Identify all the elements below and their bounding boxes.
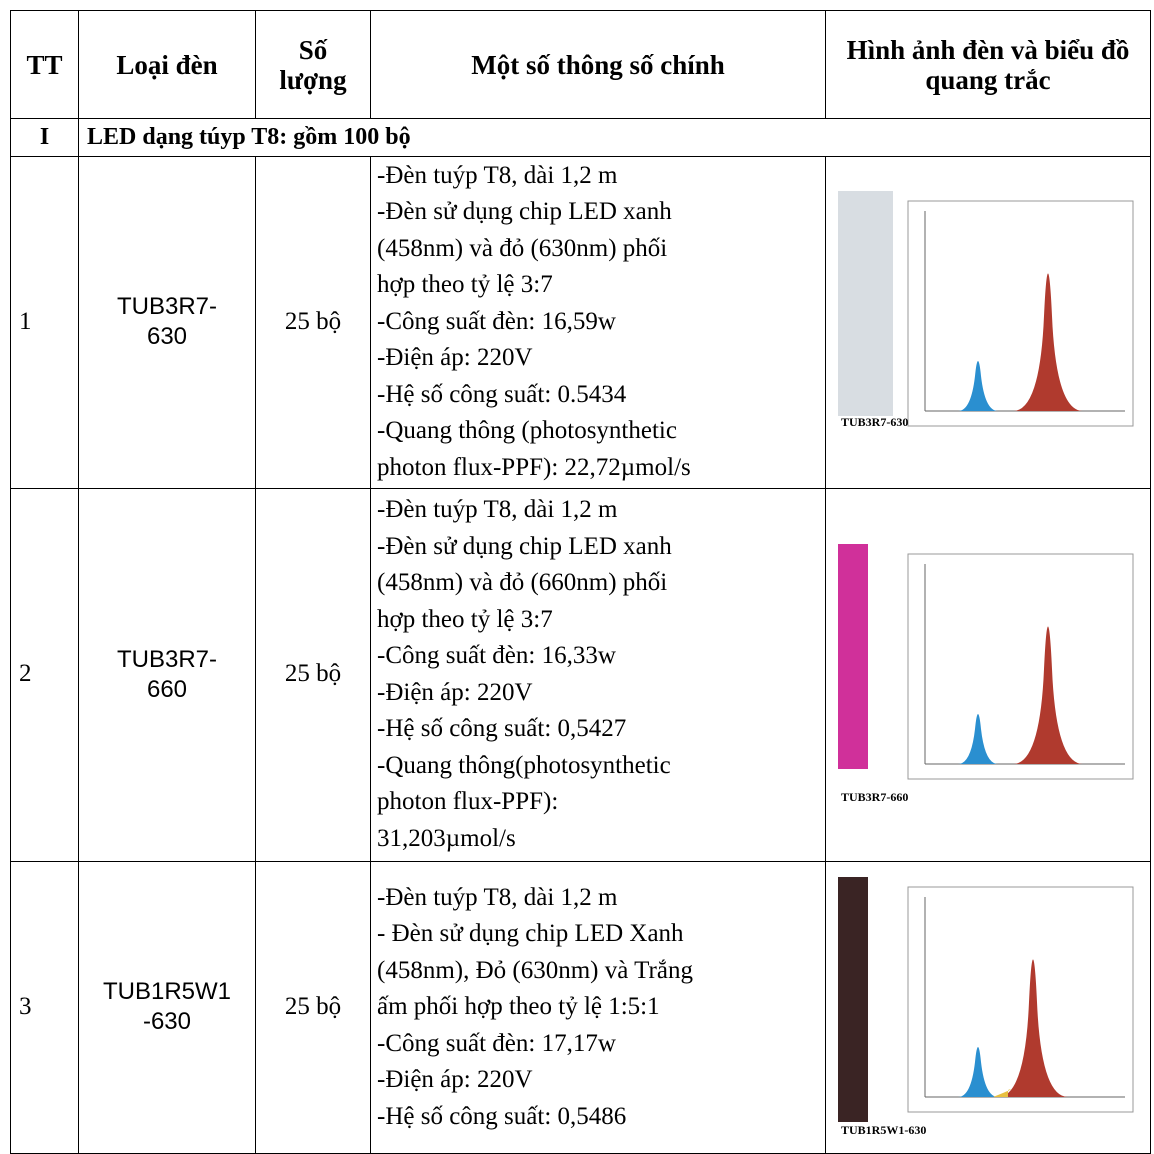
spec-line: -Đèn tuýp T8, dài 1,2 m [377,161,618,189]
name-line: TUB3R7- [116,293,218,320]
specs-cell: -Đèn tuýp T8, dài 1,2 m -Đèn sử dụng chip… [370,487,826,862]
name-cell: TUB1R5W1 -630 [78,860,256,1154]
spec-line: -Công suất đèn: 16,59w [377,307,616,335]
spec-line: hợp theo tỷ lệ 3:7 [377,605,553,633]
lamp-table: TT Loại đèn Số lượng Một số thông số chí… [10,10,1151,1154]
name-line: TUB1R5W1 [102,978,232,1006]
blue-peak [958,361,998,412]
name-line: 630 [146,323,188,350]
blue-peak [958,713,998,764]
section-row: I LED dạng túyp T8: gồm 100 bộ [10,118,1151,157]
spectrum-figure: TUB1R5W1-630 [838,876,1134,1137]
spec-line: -Công suất đèn: 16,33w [377,642,616,669]
name-cell: TUB3R7- 630 [78,155,256,489]
chart-frame [907,553,1134,780]
spec-line: - Đèn sử dụng chip LED Xanh [377,920,684,947]
spec-line: -Điện áp: 220V [377,344,533,372]
image-cell: TUB3R7-660 [825,487,1151,862]
spectrum-figure: TUB3R7-660 [838,543,1134,804]
spectrum-figure: TUB3R7-630 [838,191,1134,429]
data-row: 3 TUB1R5W1 -630 25 bộ -Đèn tuýp T8, dài 1,2 … [10,860,1151,1154]
name-cell: TUB3R7- 660 [78,487,256,862]
spec-line: -Quang thông(photosynthetic [377,751,671,779]
spec-line: (458nm), Đỏ (630nm) và Trắng [377,956,693,984]
spec-line: -Hệ số công suất: 0.5434 [377,380,627,408]
image-caption: TUB1R5W1-630 [841,1123,926,1137]
data-row: 1 TUB3R7- 630 25 bộ -Đèn tuýp T8, dài 1,2 m-… [10,155,1151,489]
spec-line: -Đèn sử dụng chip LED xanh [377,532,672,560]
header-cell: Hình ảnh đèn và biểu đồ quang trắc [825,10,1151,119]
spec-line: -Hệ số công suất: 0,5486 [377,1102,627,1130]
white-band [993,1088,1011,1097]
lamp-photo [838,876,868,1122]
chart-frame [907,200,1134,427]
quantity-cell: 25 bộ [255,155,371,489]
header-cell: Loại đèn [78,10,256,119]
spec-line: -Đèn tuýp T8, dài 1,2 m [377,496,618,523]
name-line: -630 [142,1008,192,1036]
spec-line: (458nm) và đỏ (660nm) phối [377,569,668,596]
specs-cell: -Đèn tuýp T8, dài 1,2 m -Đèn sử dụng chip… [370,155,826,489]
image-cell: TUB1R5W1-630 [825,860,1151,1154]
section-number: I [10,118,79,157]
red-peak [1013,273,1083,412]
spec-line: -Đèn sử dụng chip LED xanh [377,198,672,226]
tt-cell: 2 [10,487,79,862]
tt-cell: 3 [10,860,79,1154]
tt-cell: 1 [10,155,79,489]
header-row: TT Loại đèn Số lượng Một số thông số chí… [10,10,1151,119]
image-cell: TUB3R7-630 [825,155,1151,489]
spec-line: photon flux-PPF): 22,72µmol/s [377,453,691,481]
quantity-cell: 25 bộ [255,860,371,1154]
spec-line: (458nm) và đỏ (630nm) phối [377,234,668,262]
spec-line: -Quang thông (photosynthetic [377,417,677,445]
specs-cell: -Đèn tuýp T8, dài 1,2 m - Đèn sử dụng chi… [370,860,826,1154]
section-title: LED dạng túyp T8: gồm 100 bộ [78,118,1151,157]
header-cell: Một số thông số chính [370,10,826,119]
name-line: 660 [146,675,188,703]
lamp-photo [838,543,868,769]
header-cell: TT [10,10,79,119]
spec-line: -Điện áp: 220V [377,1066,533,1093]
header-cell: Số lượng [255,10,371,119]
spec-line: -Đèn tuýp T8, dài 1,2 m [377,883,618,911]
blue-peak [958,1046,998,1097]
spec-line: -Công suất đèn: 17,17w [377,1029,616,1057]
image-caption: TUB3R7-660 [841,790,908,804]
data-row: 2 TUB3R7- 660 25 bộ -Đèn tuýp T8, dài 1,2 m-… [10,487,1151,862]
spec-line: photon flux-PPF): [377,788,559,815]
red-peak [998,959,1068,1097]
spec-line: hợp theo tỷ lệ 3:7 [377,271,553,299]
spec-line: -Điện áp: 220V [377,678,533,706]
name-line: TUB3R7- [116,645,218,673]
spec-line: 31,203µmol/s [377,824,516,852]
image-caption: TUB3R7-630 [841,415,908,429]
red-peak [1013,626,1083,764]
spec-line: ấm phối hợp theo tỷ lệ 1:5:1 [377,993,660,1020]
quantity-cell: 25 bộ [255,487,371,862]
lamp-photo [838,191,893,417]
spec-line: -Hệ số công suất: 0,5427 [377,715,627,742]
